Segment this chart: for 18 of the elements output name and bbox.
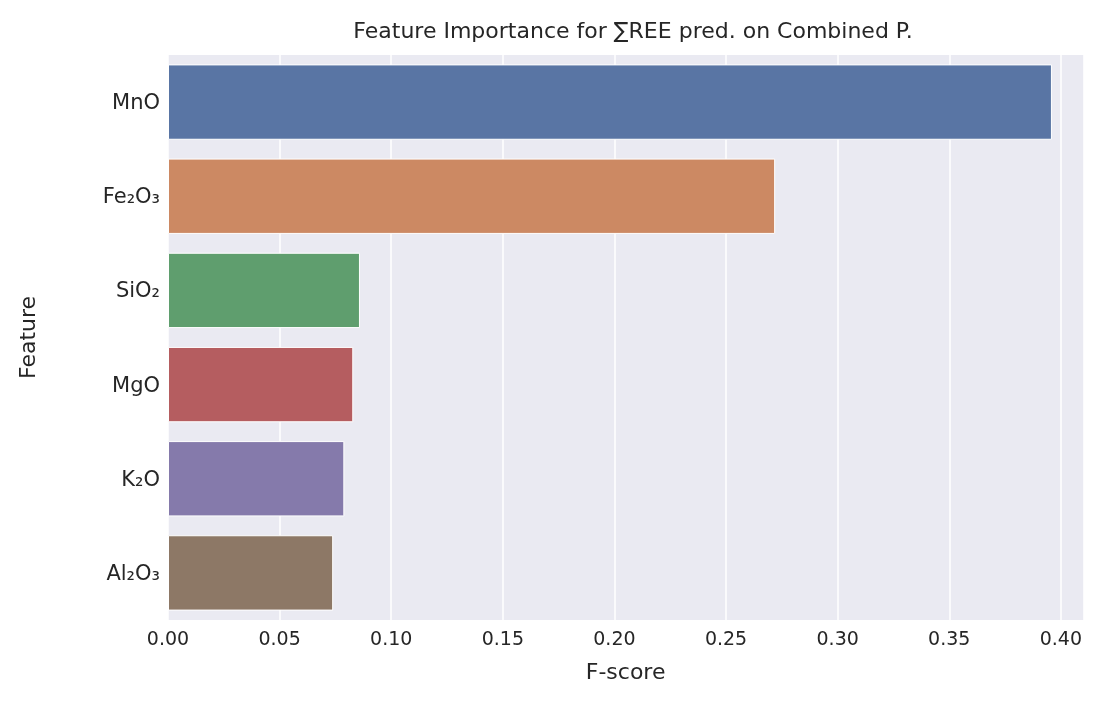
x-tick-label: 0.10 [370, 626, 413, 649]
y-tick-label: K₂O [121, 466, 160, 491]
x-axis-title: F-score [585, 658, 666, 684]
x-tick-label: 0.20 [593, 626, 636, 649]
y-tick-label: Al₂O₃ [106, 560, 160, 585]
y-axis-title: Feature [14, 295, 40, 380]
x-tick-label: 0.25 [704, 626, 748, 649]
chart-title: Feature Importance for ∑REE pred. on Combined P. [353, 17, 913, 43]
x-tick-label: 0.30 [816, 626, 859, 649]
y-tick-label: MnO [112, 90, 160, 115]
y-tick-label: SiO₂ [115, 278, 160, 303]
y-tick-label: Fe₂O₃ [102, 184, 160, 209]
x-tick-label: 0.35 [928, 626, 971, 649]
x-tick-label: 0.00 [146, 626, 190, 649]
x-tick-label: 0.40 [1039, 626, 1083, 649]
x-tick-label: 0.15 [481, 626, 524, 649]
x-tick-label: 0.05 [258, 626, 301, 649]
y-tick-label: MgO [112, 372, 160, 397]
